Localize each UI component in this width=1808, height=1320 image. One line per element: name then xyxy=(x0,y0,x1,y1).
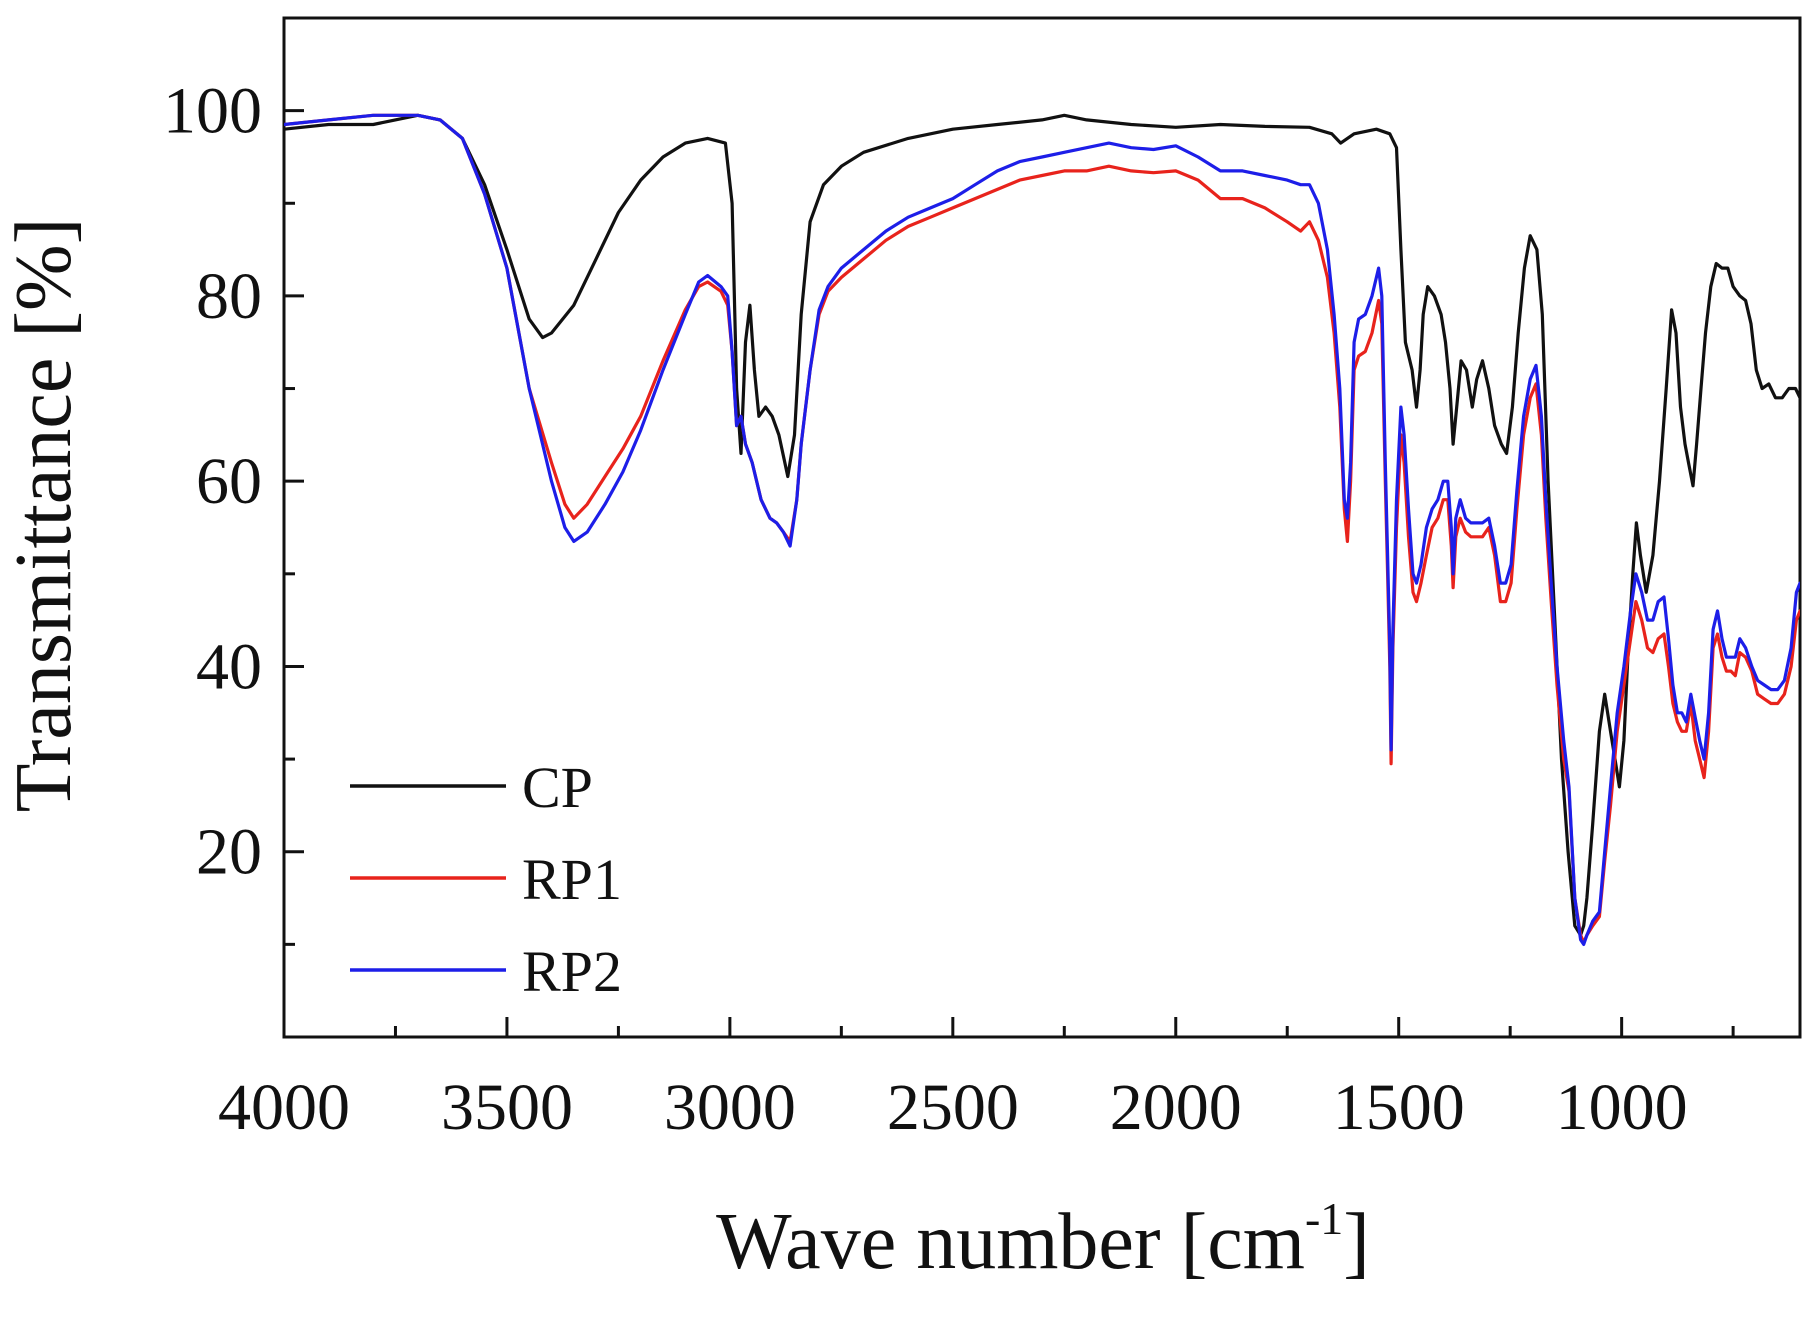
y-tick-label: 40 xyxy=(196,630,262,703)
x-tick-label: 1500 xyxy=(1333,1071,1465,1144)
plot-frame-group xyxy=(282,16,1802,1039)
plot-frame xyxy=(282,16,1802,1039)
series-line-cp xyxy=(284,113,1800,937)
x-axis-title: Wave number [cm-1] xyxy=(716,1193,1370,1286)
x-tick-label: 2000 xyxy=(1110,1071,1242,1144)
x-tick-label: 1000 xyxy=(1556,1071,1688,1144)
legend: CP RP1 RP2 xyxy=(350,755,622,1004)
x-axis-title-main: Wave number [cm xyxy=(716,1198,1305,1286)
y-axis-title: Transmittance [%] xyxy=(0,218,88,813)
legend-label-cp: CP xyxy=(522,755,593,820)
x-tick-label: 4000 xyxy=(218,1071,350,1144)
y-axis-ticks: 20 40 60 80 100 xyxy=(163,75,304,946)
y-tick-label: 20 xyxy=(196,816,262,889)
series-lines xyxy=(284,113,1800,946)
legend-label-rp1: RP1 xyxy=(522,847,622,912)
x-tick-label: 2500 xyxy=(887,1071,1019,1144)
series-line-rp2 xyxy=(284,113,1800,946)
y-tick-label: 80 xyxy=(196,260,262,333)
x-axis-title-superscript: -1 xyxy=(1305,1193,1343,1244)
x-axis-title-end: ] xyxy=(1343,1198,1370,1286)
y-tick-label: 100 xyxy=(163,75,262,148)
x-axis-ticks: 4000 3500 3000 2500 2000 1500 1000 xyxy=(218,1017,1735,1144)
legend-label-rp2: RP2 xyxy=(522,939,622,1004)
x-tick-label: 3500 xyxy=(441,1071,573,1144)
series-line-rp1 xyxy=(284,113,1800,945)
y-tick-label: 60 xyxy=(196,445,262,518)
x-tick-label: 3000 xyxy=(664,1071,796,1144)
